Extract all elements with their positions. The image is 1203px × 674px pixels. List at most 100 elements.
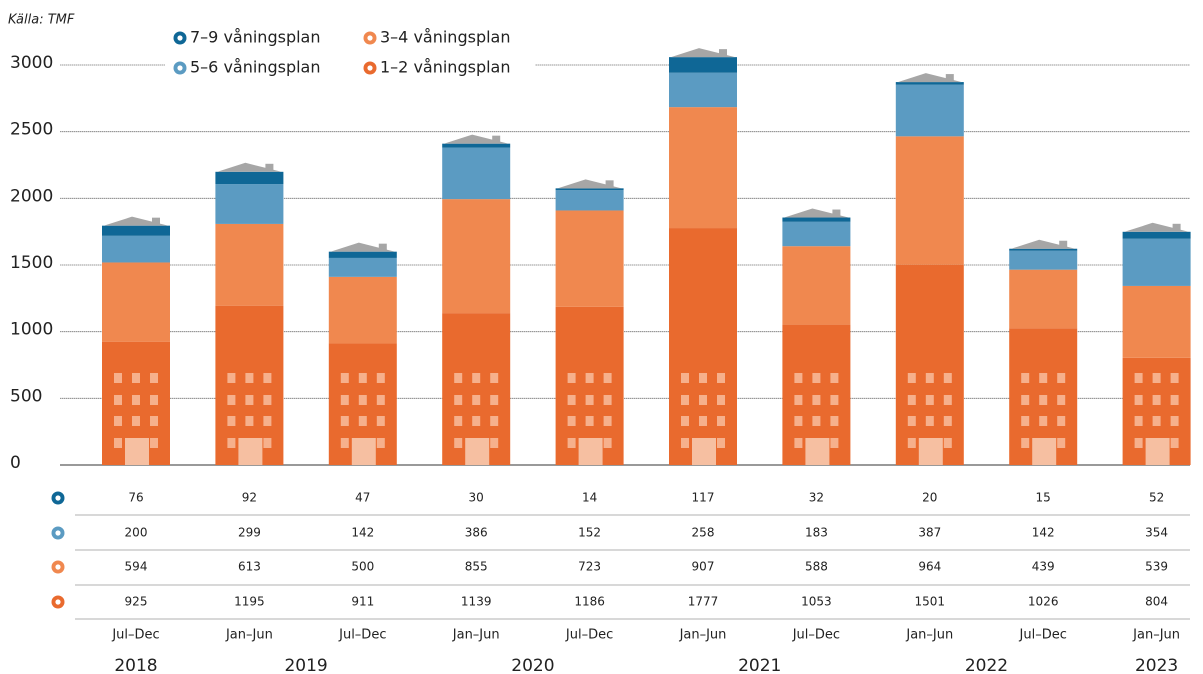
table-value: 1026	[1028, 595, 1059, 609]
x-tick-label: Jul–Dec	[565, 628, 613, 643]
row-marker-center	[55, 495, 60, 500]
table-value: 1777	[688, 595, 719, 609]
bar-segment	[556, 190, 624, 210]
door	[465, 438, 489, 465]
table-value: 15	[1036, 491, 1051, 505]
window	[1057, 395, 1065, 405]
table-value: 92	[242, 491, 257, 505]
window	[132, 373, 140, 383]
window	[830, 395, 838, 405]
chimney	[946, 74, 954, 81]
table-value: 76	[128, 491, 143, 505]
window	[681, 373, 689, 383]
window	[341, 416, 349, 426]
window	[568, 438, 576, 448]
door	[805, 438, 829, 465]
table-value: 1139	[461, 595, 492, 609]
window	[926, 373, 934, 383]
window	[944, 373, 952, 383]
door	[919, 438, 943, 465]
window	[245, 373, 253, 383]
window	[812, 416, 820, 426]
source: Källa: TMF	[8, 13, 75, 28]
table-value: 142	[1032, 526, 1055, 540]
window	[1021, 373, 1029, 383]
window	[926, 395, 934, 405]
window	[359, 395, 367, 405]
table-value: 117	[692, 491, 715, 505]
window	[568, 373, 576, 383]
bar-segment	[215, 184, 283, 224]
year-label: 2023	[1135, 656, 1178, 674]
table-value: 47	[355, 491, 370, 505]
window	[604, 373, 612, 383]
window	[1039, 395, 1047, 405]
window	[944, 395, 952, 405]
window	[263, 373, 271, 383]
bar-segment	[215, 224, 283, 306]
bar-segment	[782, 246, 850, 324]
bar-segment	[896, 136, 964, 265]
bar-segment	[102, 226, 170, 236]
window	[908, 438, 916, 448]
chimney	[379, 244, 387, 251]
window	[812, 395, 820, 405]
table-value: 539	[1145, 560, 1168, 574]
bar-segment	[442, 199, 510, 313]
bar-segment	[442, 144, 510, 148]
window	[359, 416, 367, 426]
window	[1153, 395, 1161, 405]
window	[1135, 438, 1143, 448]
door	[692, 438, 716, 465]
table-value: 30	[469, 491, 484, 505]
window	[794, 395, 802, 405]
bar-segment	[1009, 249, 1077, 251]
year-label: 2021	[738, 656, 781, 674]
window	[717, 395, 725, 405]
table-value: 804	[1145, 595, 1168, 609]
door	[1032, 438, 1056, 465]
bar-segment	[782, 218, 850, 222]
window	[490, 373, 498, 383]
window	[263, 438, 271, 448]
window	[150, 395, 158, 405]
table-value: 855	[465, 560, 488, 574]
window	[812, 373, 820, 383]
window	[794, 438, 802, 448]
window	[245, 395, 253, 405]
table-value: 299	[238, 526, 261, 540]
window	[586, 373, 594, 383]
window	[604, 438, 612, 448]
door	[579, 438, 603, 465]
window	[377, 438, 385, 448]
window	[1057, 373, 1065, 383]
year-label: 2022	[965, 656, 1008, 674]
door	[1146, 438, 1170, 465]
bar-segment	[669, 73, 737, 107]
window	[227, 395, 235, 405]
table-value: 386	[465, 526, 488, 540]
window	[830, 438, 838, 448]
y-tick-label: 2000	[10, 186, 53, 206]
window	[150, 373, 158, 383]
window	[1021, 395, 1029, 405]
window	[490, 438, 498, 448]
y-tick-label: 3000	[10, 53, 53, 73]
window	[717, 438, 725, 448]
window	[490, 395, 498, 405]
table-value: 907	[692, 560, 715, 574]
window	[472, 416, 480, 426]
table-value: 387	[918, 526, 941, 540]
y-tick-label: 500	[10, 386, 42, 406]
window	[150, 438, 158, 448]
window	[586, 395, 594, 405]
window	[114, 416, 122, 426]
y-tick-label: 1000	[10, 320, 53, 340]
window	[908, 373, 916, 383]
window	[1039, 416, 1047, 426]
legend-marker-center	[367, 65, 372, 70]
window	[454, 395, 462, 405]
table-value: 152	[578, 526, 601, 540]
bar-segment	[556, 188, 624, 190]
bar-segment	[896, 82, 964, 85]
